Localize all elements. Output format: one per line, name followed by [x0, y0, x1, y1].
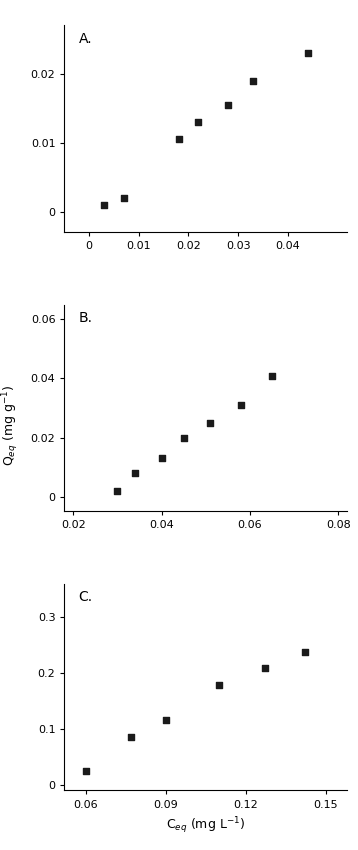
Text: B.: B.	[79, 311, 93, 325]
Point	[115, 484, 120, 497]
Point	[159, 451, 165, 465]
Point	[216, 678, 222, 692]
Point	[128, 731, 134, 745]
Text: A.: A.	[79, 31, 92, 46]
Point	[262, 660, 267, 674]
Point	[101, 198, 107, 212]
Text: Q$_{eq}$ (mg g$^{-1}$): Q$_{eq}$ (mg g$^{-1}$)	[0, 384, 21, 466]
Point	[302, 645, 308, 659]
Point	[269, 369, 275, 382]
Point	[181, 431, 187, 445]
Point	[225, 98, 231, 111]
Text: C.: C.	[79, 590, 93, 604]
Point	[132, 466, 138, 479]
X-axis label: C$_{eq}$ (mg L$^{-1}$): C$_{eq}$ (mg L$^{-1}$)	[166, 815, 246, 836]
Point	[121, 191, 127, 205]
Point	[163, 713, 169, 727]
Point	[83, 764, 89, 778]
Point	[207, 416, 213, 429]
Point	[250, 74, 256, 88]
Point	[195, 116, 201, 129]
Point	[305, 46, 310, 60]
Point	[176, 133, 182, 146]
Point	[238, 399, 244, 412]
